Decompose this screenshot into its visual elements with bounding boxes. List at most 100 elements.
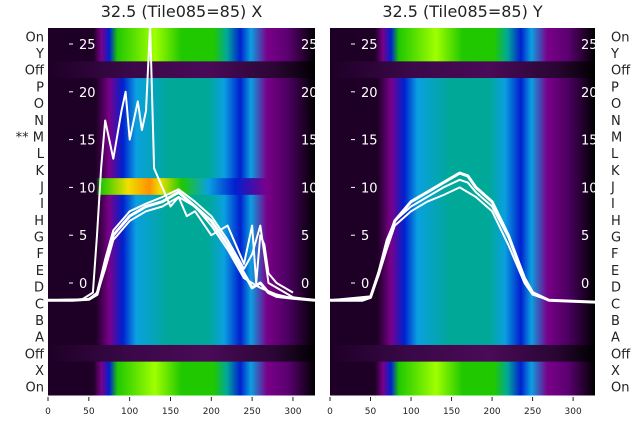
heatmap-row bbox=[330, 294, 595, 313]
heatmap-row bbox=[330, 361, 595, 379]
heatmap-row bbox=[330, 161, 595, 179]
row-label: ** M bbox=[16, 130, 44, 145]
heatmap-row bbox=[48, 344, 315, 363]
heatmap-row bbox=[48, 311, 315, 329]
row-label: I bbox=[611, 197, 615, 212]
x-tick-label: 200 bbox=[483, 407, 500, 417]
heatmap-row bbox=[330, 111, 595, 129]
row-label: On bbox=[611, 381, 629, 396]
row-label: O bbox=[34, 97, 44, 112]
y-tick-label: 15 bbox=[361, 134, 378, 149]
y-tick-label: 10 bbox=[79, 181, 96, 196]
row-label: X bbox=[611, 364, 620, 379]
y-tick-label-right: 10 bbox=[581, 181, 598, 196]
y-tick-label: 0 bbox=[79, 277, 87, 292]
heatmap-row bbox=[48, 94, 315, 112]
y-tick-label: 10 bbox=[361, 181, 378, 196]
heatmap-row bbox=[48, 128, 315, 146]
heatmap-row bbox=[48, 78, 315, 96]
heatmap-row bbox=[330, 178, 595, 196]
x-tick-label: 300 bbox=[284, 407, 301, 417]
row-label: F bbox=[611, 247, 618, 262]
heatmap-row bbox=[48, 178, 315, 196]
row-label: X bbox=[35, 364, 44, 379]
heatmap-row bbox=[48, 44, 315, 62]
series-line-4 bbox=[48, 196, 315, 302]
heatmap-row bbox=[330, 378, 595, 396]
x-tick-label: 150 bbox=[443, 407, 460, 417]
x-tick-label: 0 bbox=[327, 407, 333, 417]
heatmap-row bbox=[330, 344, 595, 363]
row-label: P bbox=[36, 80, 44, 95]
row-label: I bbox=[40, 197, 44, 212]
heatmap-row bbox=[48, 378, 315, 396]
y-tick-label-right: 15 bbox=[301, 134, 318, 149]
heatmap-row bbox=[48, 294, 315, 313]
series-line-2 bbox=[48, 188, 315, 302]
x-tick-label: 0 bbox=[45, 407, 51, 417]
row-label: On bbox=[26, 381, 44, 396]
row-label: A bbox=[35, 331, 44, 346]
heatmap-row bbox=[330, 61, 595, 79]
heatmap-row bbox=[330, 128, 595, 146]
row-label: B bbox=[611, 314, 620, 329]
heatmap-row bbox=[48, 228, 315, 246]
row-label: C bbox=[611, 297, 620, 312]
x-tick-label: 150 bbox=[162, 407, 179, 417]
y-tick-label: 15 bbox=[79, 134, 96, 149]
row-label: G bbox=[611, 231, 621, 246]
heatmap-row bbox=[330, 328, 595, 346]
row-label: Off bbox=[611, 64, 631, 79]
row-label: G bbox=[34, 231, 44, 246]
chart-title: 32.5 (Tile085=85) Y bbox=[382, 2, 543, 21]
row-label: Off bbox=[25, 64, 45, 79]
row-label: D bbox=[34, 281, 44, 296]
y-tick-label-right: 0 bbox=[301, 277, 309, 292]
y-tick-label: 20 bbox=[361, 86, 378, 101]
chart-title: 32.5 (Tile085=85) X bbox=[101, 2, 263, 21]
y-tick-label: 20 bbox=[79, 86, 96, 101]
heatmap-row bbox=[48, 61, 315, 79]
row-label: L bbox=[611, 147, 619, 162]
row-label: N bbox=[611, 114, 621, 129]
row-label: H bbox=[611, 214, 621, 229]
x-tick-label: 50 bbox=[365, 407, 377, 417]
heatmap-row bbox=[330, 261, 595, 279]
heatmap-row bbox=[48, 328, 315, 346]
y-tick-label-right: 20 bbox=[581, 86, 598, 101]
heatmap-row bbox=[330, 78, 595, 96]
y-tick-label-right: 25 bbox=[301, 38, 318, 53]
y-tick-label: 25 bbox=[361, 38, 378, 53]
heatmap-row bbox=[48, 361, 315, 379]
heatmap-row bbox=[330, 278, 595, 296]
x-tick-label: 250 bbox=[244, 407, 261, 417]
y-tick-label-right: 5 bbox=[581, 229, 589, 244]
y-tick-label-right: 25 bbox=[581, 38, 598, 53]
row-label: B bbox=[35, 314, 44, 329]
row-label: J bbox=[610, 180, 615, 195]
row-label: On bbox=[611, 30, 629, 45]
x-tick-label: 250 bbox=[524, 407, 541, 417]
y-tick-label: 25 bbox=[79, 38, 96, 53]
row-label: L bbox=[37, 147, 45, 162]
row-label: H bbox=[34, 214, 44, 229]
heatmap-row bbox=[48, 161, 315, 179]
row-label: E bbox=[36, 264, 44, 279]
x-tick-label: 100 bbox=[402, 407, 419, 417]
row-label: M bbox=[611, 130, 622, 145]
heatmap-row bbox=[330, 228, 595, 246]
y-tick-label-right: 10 bbox=[301, 181, 318, 196]
heatmap-row bbox=[330, 194, 595, 212]
heatmap-row bbox=[48, 244, 315, 263]
row-label: O bbox=[611, 97, 621, 112]
heatmap-row bbox=[48, 211, 315, 229]
series-line-3 bbox=[80, 28, 294, 302]
heatmap-row bbox=[48, 111, 315, 129]
row-label: Off bbox=[25, 347, 45, 362]
row-label: K bbox=[35, 164, 44, 179]
x-tick-label: 200 bbox=[203, 407, 220, 417]
row-label: Y bbox=[35, 47, 44, 62]
series-line-2 bbox=[330, 178, 595, 304]
